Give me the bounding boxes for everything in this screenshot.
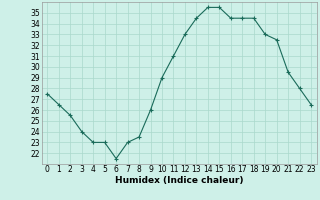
X-axis label: Humidex (Indice chaleur): Humidex (Indice chaleur)	[115, 176, 244, 185]
